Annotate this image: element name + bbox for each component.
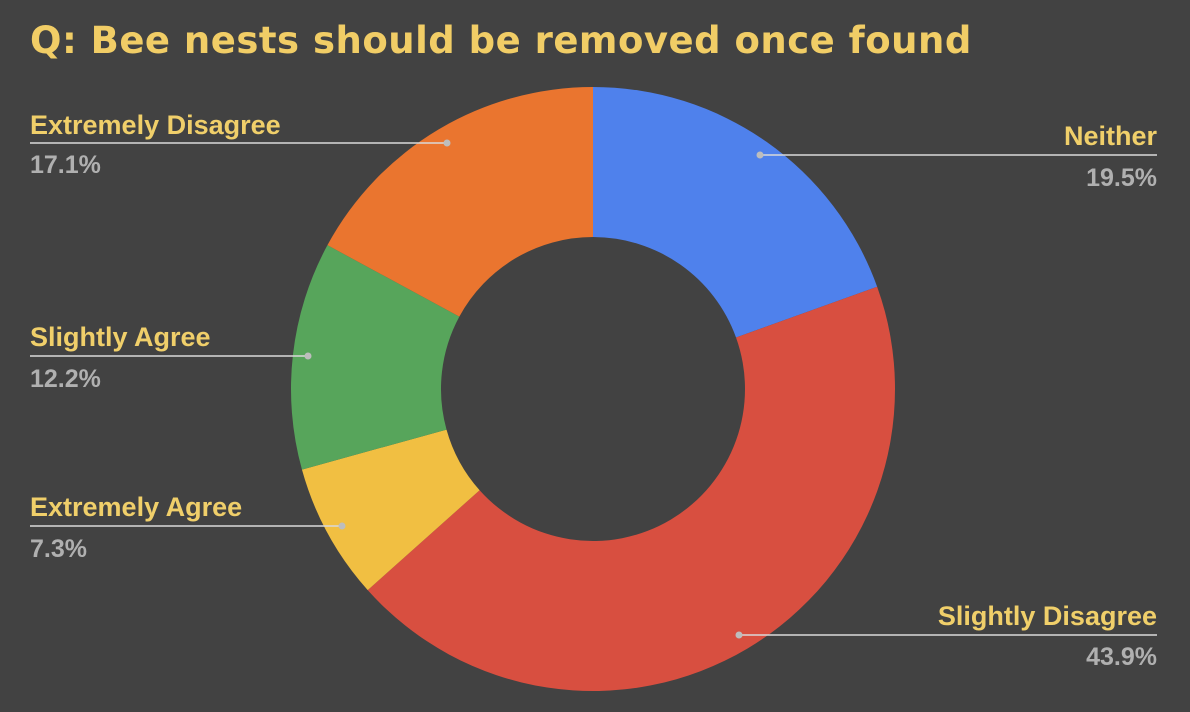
slice-percent-neither: 19.5% — [1086, 164, 1157, 192]
slice-label-extremely-agree: Extremely Agree — [30, 492, 242, 522]
chart-title: Q: Bee nests should be removed once foun… — [30, 19, 972, 62]
leader-dot-extremely-disagree — [443, 139, 451, 147]
leader-dot-slightly-agree — [304, 352, 312, 360]
slice-label-extremely-disagree: Extremely Disagree — [30, 110, 281, 140]
leader-dot-slightly-disagree — [735, 631, 743, 639]
slice-extremely-agree — [301, 429, 480, 591]
slice-label-neither: Neither — [1064, 121, 1158, 151]
slice-label-slightly-agree: Slightly Agree — [30, 322, 211, 352]
slice-slightly-agree — [291, 245, 460, 470]
leader-dot-neither — [756, 151, 764, 159]
slice-percent-slightly-agree: 12.2% — [30, 365, 101, 393]
slice-neither — [593, 87, 878, 338]
slice-label-slightly-disagree: Slightly Disagree — [938, 601, 1157, 631]
donut-slices — [291, 87, 895, 691]
slice-extremely-disagree — [327, 87, 593, 317]
slice-slightly-disagree — [367, 286, 895, 691]
slice-percent-extremely-disagree: 17.1% — [30, 151, 101, 179]
leader-dot-extremely-agree — [338, 522, 346, 530]
slice-labels: Neither 19.5% Slightly Disagree 43.9% Extrem… — [30, 110, 1157, 671]
slice-percent-extremely-agree: 7.3% — [30, 535, 87, 563]
slice-percent-slightly-disagree: 43.9% — [1086, 643, 1157, 671]
